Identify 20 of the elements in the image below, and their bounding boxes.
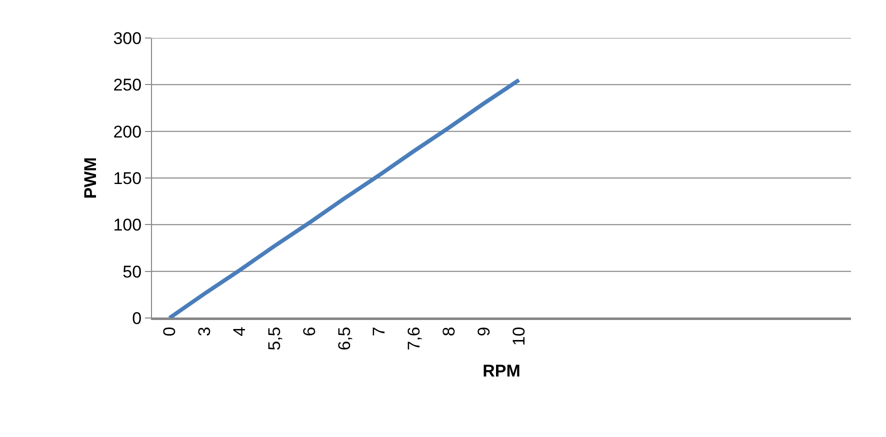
y-tick-label: 100 [113, 216, 142, 235]
x-tick-label: 4 [230, 326, 249, 336]
y-tick-label: 300 [113, 28, 142, 48]
y-tick-label: 250 [113, 76, 142, 95]
x-tick-label: 7 [370, 326, 389, 336]
x-tick-label: 9 [474, 326, 494, 336]
y-axis-title: PWM [80, 157, 100, 199]
y-tick-label: 50 [122, 262, 142, 282]
y-tick-label: 150 [113, 168, 142, 188]
x-tick-label: 10 [510, 326, 529, 346]
x-axis-title: RPM [482, 361, 520, 380]
x-tick-label: 3 [194, 326, 214, 336]
x-tick-label: 7,6 [404, 326, 424, 350]
x-tick-label: 5,5 [264, 326, 284, 350]
x-tick-label: 8 [440, 326, 459, 336]
x-tick-label: 6 [300, 326, 319, 336]
y-tick-label: 200 [113, 122, 142, 142]
line-series [167, 78, 521, 318]
x-tick-label: 0 [160, 326, 180, 336]
x-tick-label: 6,5 [334, 326, 354, 350]
